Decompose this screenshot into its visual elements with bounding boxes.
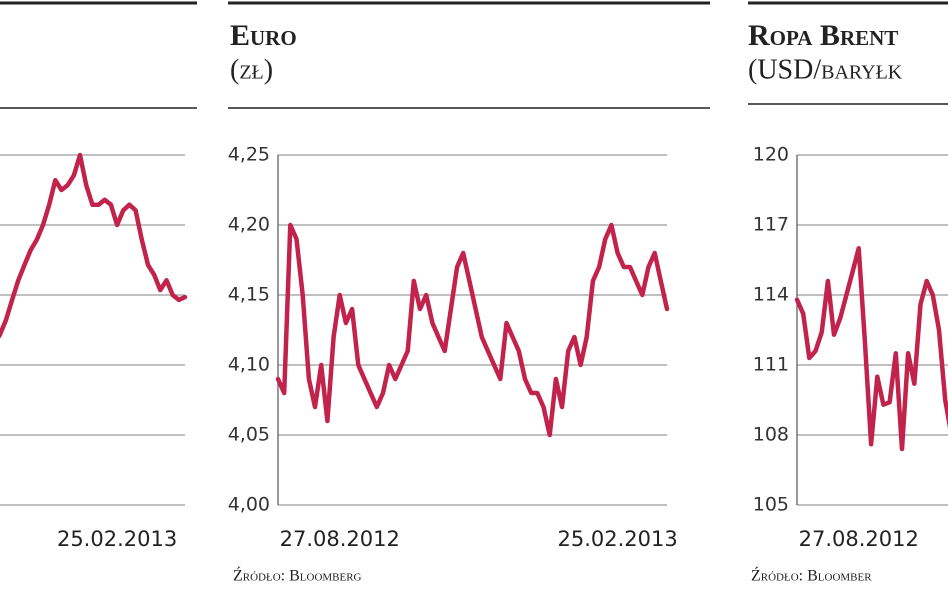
data-line	[275, 222, 670, 438]
y-tick-label: 4,20	[228, 214, 270, 236]
chart-subtitle: (USD/baryłk	[748, 54, 903, 85]
chart-subtitle: (zł)	[230, 54, 273, 85]
x-tick-label: 27.08.2012	[280, 527, 400, 551]
chart-title: Ropa Brent	[748, 19, 898, 52]
y-tick-label: 4,05	[228, 424, 270, 446]
y-tick-label: 4,00	[228, 494, 270, 516]
y-tick-label: 105	[753, 494, 789, 516]
y-tick-label: 111	[753, 354, 789, 376]
source: Źródło: Bloomberg	[233, 566, 362, 585]
y-tick-label: 108	[753, 424, 789, 446]
y-tick-label: 4,10	[228, 354, 270, 376]
data-line	[0, 152, 188, 339]
x-tick-label: 25.02.2013	[557, 527, 677, 551]
y-tick-label: 120	[753, 144, 789, 166]
chart-title: Euro	[230, 19, 297, 52]
y-tick-label: 4,15	[228, 284, 270, 306]
y-tick-label: 117	[753, 214, 789, 236]
y-tick-label: 4,25	[228, 144, 270, 166]
data-line	[794, 246, 948, 452]
y-tick-label: 114	[753, 284, 789, 306]
x-tick-label: 25.02.2013	[57, 527, 177, 551]
source: Źródło: Bloomber	[751, 566, 872, 585]
x-tick-label: 27.08.2012	[799, 527, 919, 551]
